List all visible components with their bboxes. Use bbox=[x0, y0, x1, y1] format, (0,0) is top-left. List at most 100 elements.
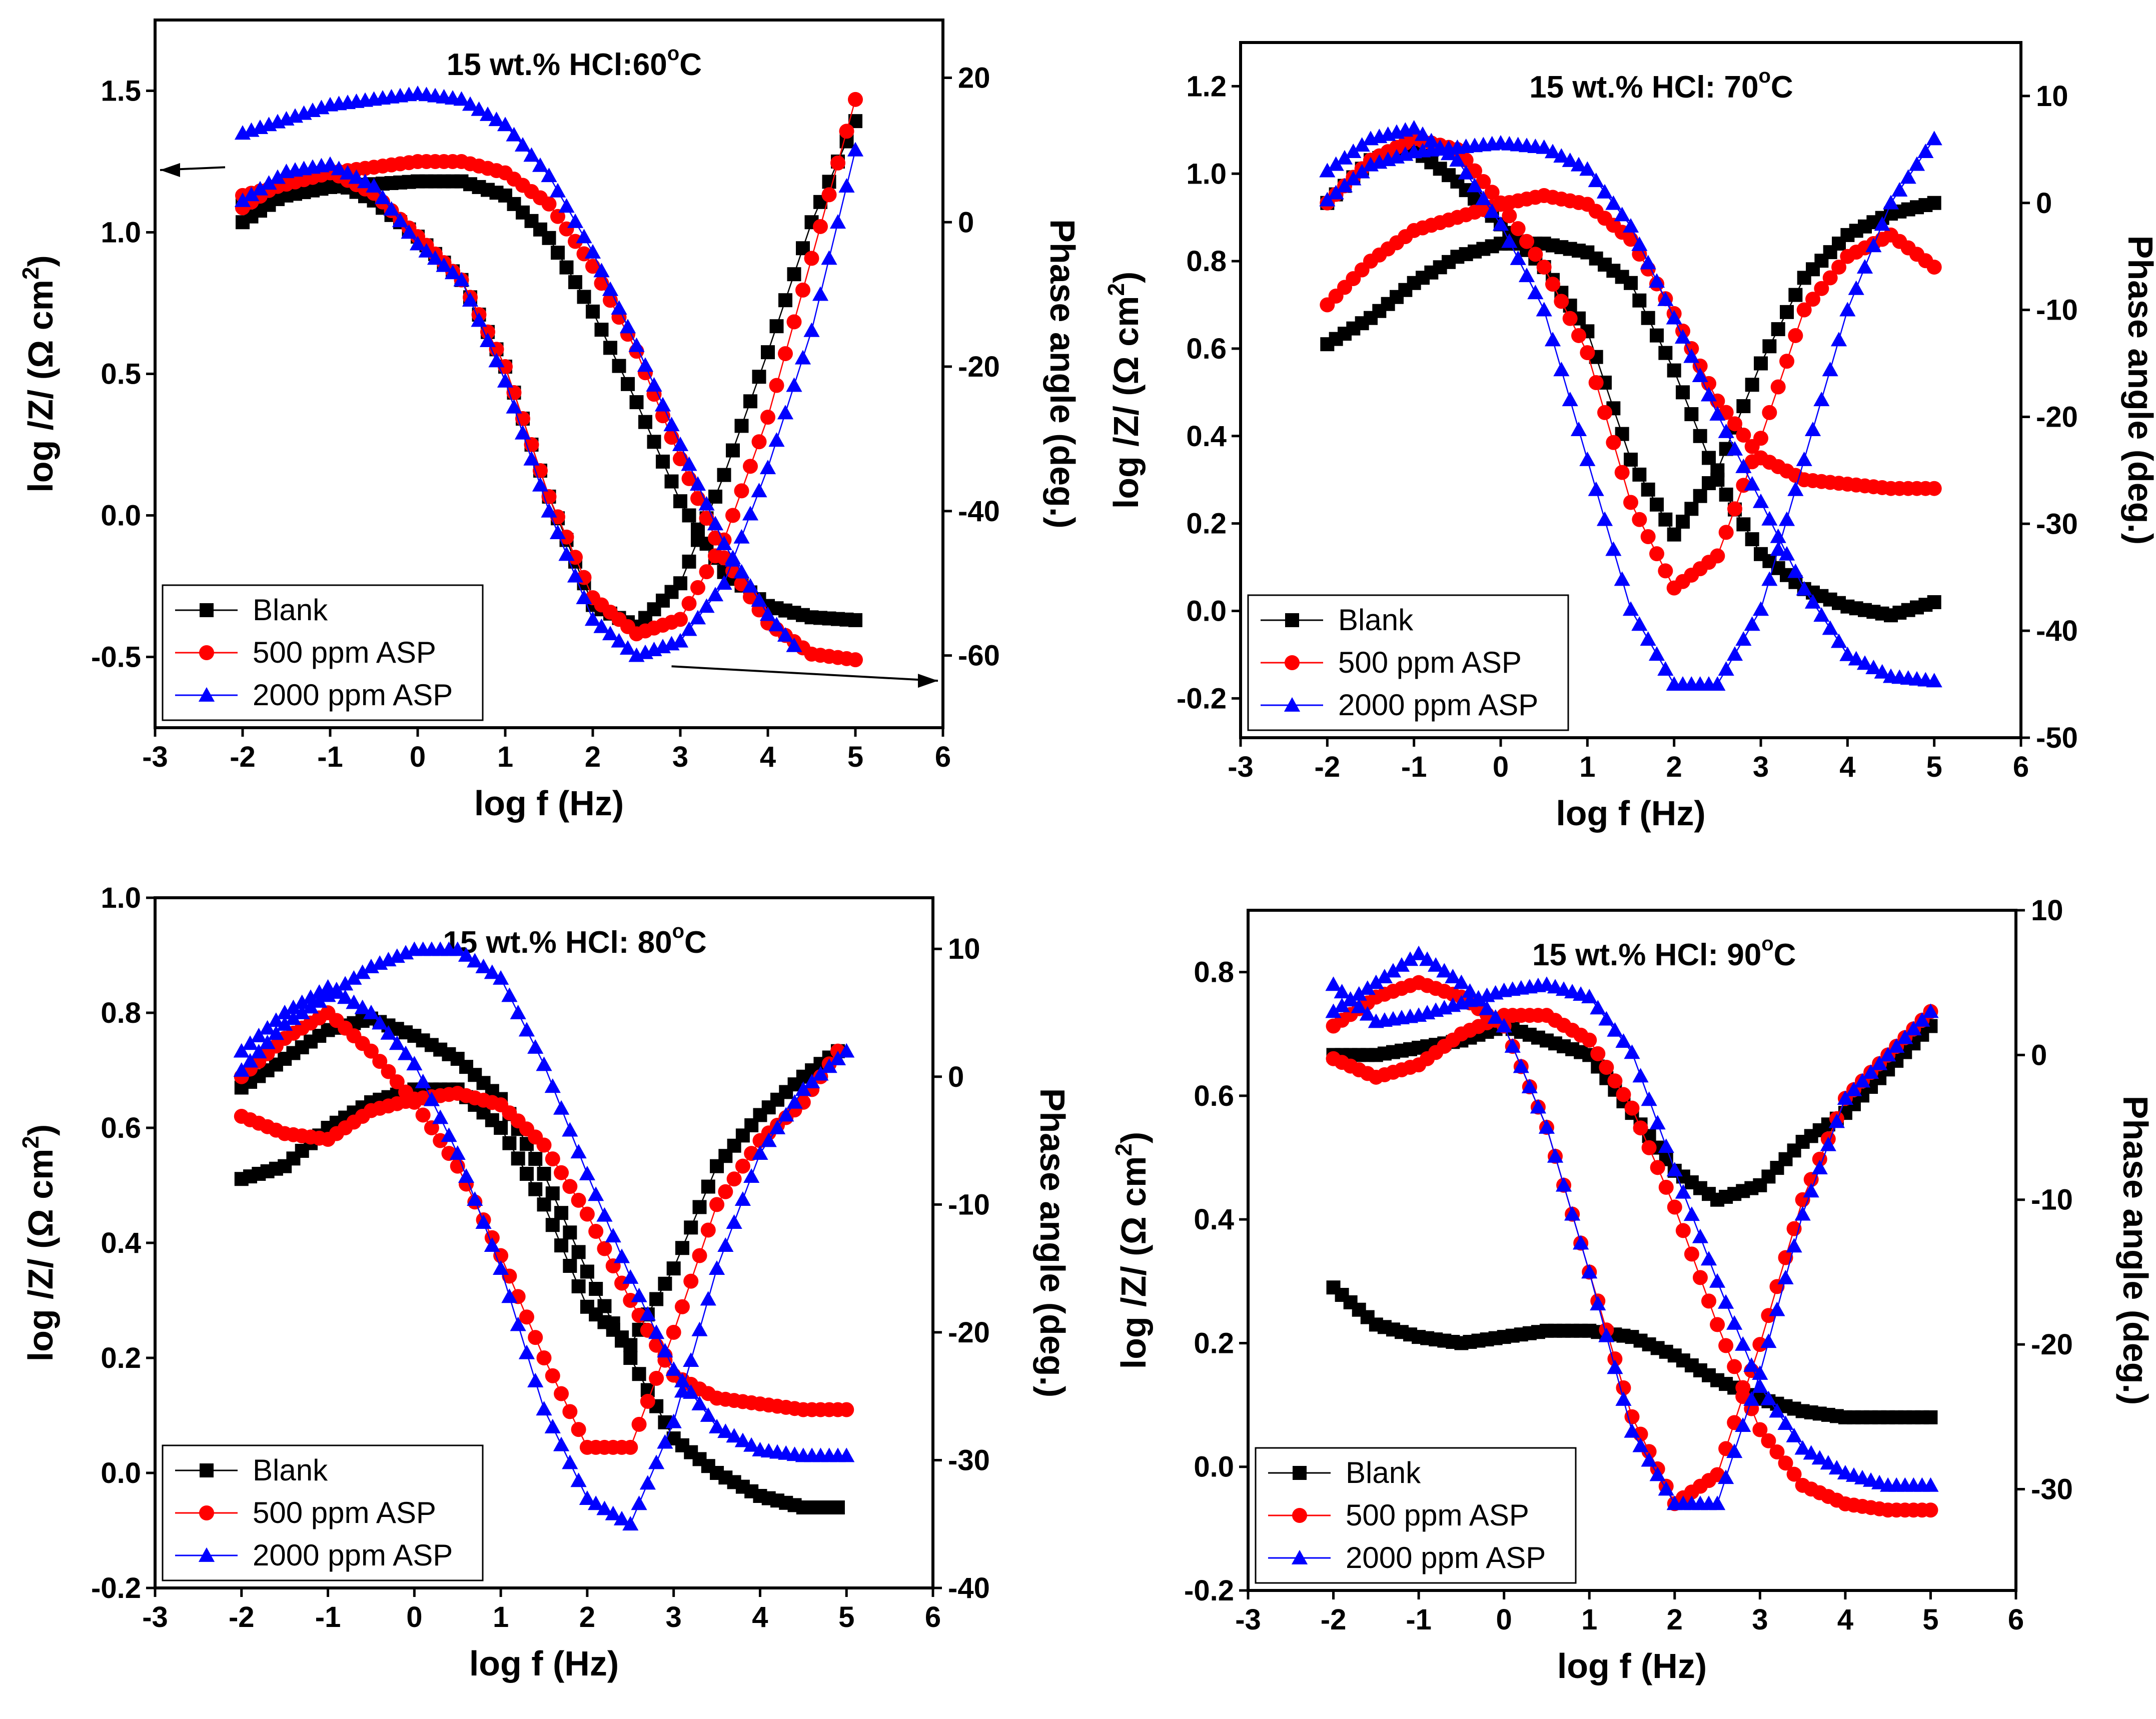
legend-marker bbox=[1285, 655, 1300, 670]
x-axis-label: log f (Hz) bbox=[474, 784, 624, 823]
phase-marker bbox=[1648, 646, 1665, 661]
y-left-tick-label: 0.5 bbox=[101, 358, 141, 391]
logz-marker bbox=[585, 259, 600, 274]
logz-marker bbox=[233, 1062, 250, 1077]
phase-marker bbox=[374, 190, 391, 205]
logz-marker bbox=[563, 1225, 577, 1240]
phase-marker bbox=[563, 1259, 577, 1273]
phase-marker bbox=[294, 994, 310, 1009]
logz-marker bbox=[612, 359, 626, 373]
phase-marker bbox=[514, 425, 531, 440]
phase-marker bbox=[743, 1168, 760, 1183]
logz-marker bbox=[518, 1022, 535, 1037]
phase-marker bbox=[1897, 1029, 1913, 1044]
y-right-tick-label: 0 bbox=[958, 206, 974, 239]
phase-marker bbox=[1718, 525, 1734, 540]
phase-marker bbox=[568, 550, 583, 565]
logz-marker bbox=[717, 1423, 734, 1438]
phase-marker bbox=[777, 405, 794, 420]
y-left-axis-label-sup: 2 bbox=[1103, 283, 1129, 296]
phase-marker bbox=[1908, 156, 1925, 171]
phase-marker bbox=[751, 483, 767, 498]
phase-marker bbox=[674, 1383, 691, 1398]
x-axis-label: log f (Hz) bbox=[1556, 794, 1705, 833]
phase-marker bbox=[1624, 453, 1638, 467]
logz-marker bbox=[689, 476, 706, 491]
chart-title-unit: C bbox=[1771, 70, 1793, 105]
y-right-tick-label: 0 bbox=[948, 1061, 964, 1093]
phase-marker bbox=[1727, 501, 1742, 517]
phase-marker bbox=[1786, 1238, 1802, 1253]
logz-marker bbox=[1336, 178, 1353, 193]
phase-marker bbox=[1753, 431, 1768, 446]
phase-marker bbox=[1649, 1466, 1666, 1481]
phase-marker bbox=[427, 250, 444, 265]
logz-marker bbox=[541, 168, 557, 183]
logz-marker bbox=[1760, 1390, 1777, 1405]
logz-marker bbox=[268, 1025, 284, 1040]
logz-marker bbox=[571, 1245, 586, 1259]
phase-marker bbox=[1411, 945, 1427, 960]
phase-marker bbox=[1744, 616, 1760, 631]
logz-marker bbox=[690, 491, 705, 506]
phase-marker bbox=[467, 1191, 483, 1206]
y-left-tick-label: 0.2 bbox=[1186, 508, 1227, 540]
y-left-axis-label-close: ) bbox=[21, 255, 60, 267]
logz-marker bbox=[1345, 171, 1362, 186]
phase-marker bbox=[471, 312, 487, 327]
phase-marker bbox=[1718, 1469, 1734, 1484]
phase-marker bbox=[690, 580, 705, 595]
logz-marker bbox=[1615, 1033, 1632, 1048]
legend-label: 2000 ppm ASP bbox=[1346, 1541, 1546, 1574]
phase-marker bbox=[1354, 137, 1370, 152]
logz-marker bbox=[657, 1343, 673, 1358]
phase-marker bbox=[1794, 1206, 1811, 1221]
logz-marker bbox=[1632, 293, 1647, 308]
logz-marker bbox=[613, 1248, 630, 1263]
logz-marker bbox=[611, 300, 627, 315]
logz-marker bbox=[1727, 1359, 1742, 1374]
phase-marker bbox=[392, 213, 409, 228]
chart-title-degree: o bbox=[667, 43, 679, 65]
phase-marker bbox=[1752, 1365, 1768, 1380]
logz-marker bbox=[777, 627, 794, 642]
phase-marker bbox=[1770, 541, 1786, 556]
phase-marker bbox=[1796, 302, 1812, 318]
phase-marker bbox=[242, 1035, 259, 1050]
logz-marker bbox=[1553, 148, 1570, 163]
logz-marker bbox=[681, 456, 697, 471]
phase-marker bbox=[233, 1043, 250, 1058]
logz-marker bbox=[294, 1004, 310, 1019]
x-tick-label: 0 bbox=[1493, 751, 1509, 783]
phase-marker bbox=[406, 1056, 423, 1071]
phase-marker bbox=[381, 1064, 396, 1079]
y-left-tick-label: -0.2 bbox=[91, 1572, 141, 1604]
logz-marker bbox=[742, 578, 759, 593]
y-left-axis-label: log /Z/ (Ω cm2) bbox=[18, 1124, 60, 1361]
y-left-axis-label: log /Z/ (Ω cm2) bbox=[1103, 272, 1146, 509]
phase-marker bbox=[354, 999, 371, 1014]
phase-marker bbox=[501, 1288, 518, 1303]
phase-marker bbox=[602, 626, 619, 641]
phase-marker bbox=[631, 1416, 647, 1432]
phase-marker bbox=[1814, 281, 1829, 296]
phase-marker bbox=[1624, 1409, 1640, 1424]
phase-marker bbox=[1432, 139, 1448, 154]
phase-marker bbox=[1787, 481, 1804, 496]
legend-label: 2000 ppm ASP bbox=[253, 678, 453, 712]
phase-marker bbox=[562, 1404, 578, 1419]
phase-marker bbox=[838, 178, 855, 193]
phase-marker bbox=[743, 394, 757, 409]
logz-marker bbox=[527, 1039, 544, 1054]
phase-marker bbox=[475, 1214, 492, 1229]
chart-title-text: 15 wt.% HCl: 80 bbox=[443, 925, 672, 960]
phase-marker bbox=[357, 174, 374, 189]
phase-marker bbox=[462, 292, 479, 307]
logz-marker bbox=[1693, 429, 1707, 443]
logz-marker bbox=[1334, 984, 1350, 999]
y-right-tick-label: -20 bbox=[2031, 1328, 2073, 1361]
phase-marker bbox=[528, 1330, 543, 1345]
logz-marker bbox=[259, 1034, 276, 1049]
phase-marker bbox=[571, 1422, 586, 1437]
phase-marker bbox=[821, 187, 837, 203]
